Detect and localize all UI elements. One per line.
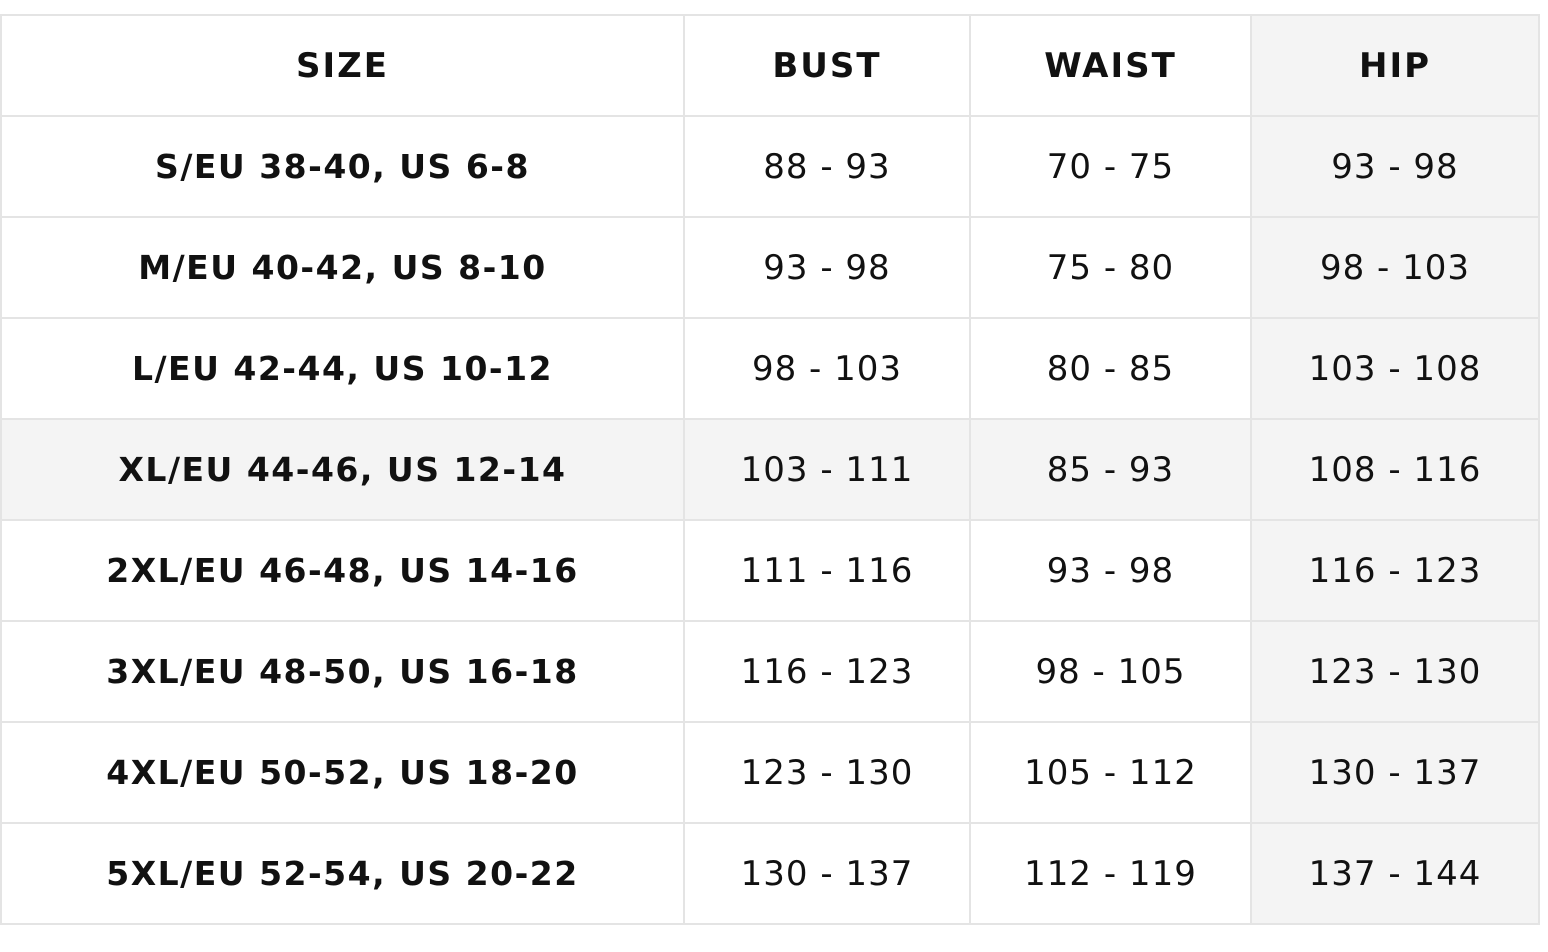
size-chart-table: SIZE BUST WAIST HIP S/EU 38-40, US 6-8 88 - … xyxy=(0,14,1540,925)
table-row: S/EU 38-40, US 6-8 88 - 93 70 - 75 93 - 98 xyxy=(0,115,1540,218)
measurement-cell: 93 - 98 xyxy=(969,519,1252,622)
table-row: 5XL/EU 52-54, US 20-22 130 - 137 112 - 119… xyxy=(0,822,1540,925)
measurement-cell: 103 - 111 xyxy=(683,418,971,521)
size-cell: XL/EU 44-46, US 12-14 xyxy=(0,418,685,521)
measurement-cell: 111 - 116 xyxy=(683,519,971,622)
table-row: 4XL/EU 50-52, US 18-20 123 - 130 105 - 112… xyxy=(0,721,1540,824)
size-cell: 3XL/EU 48-50, US 16-18 xyxy=(0,620,685,723)
table-row: L/EU 42-44, US 10-12 98 - 103 80 - 85 103 -… xyxy=(0,317,1540,420)
measurement-cell: 93 - 98 xyxy=(1250,115,1540,218)
table-header: SIZE BUST WAIST HIP xyxy=(0,14,1540,117)
measurement-cell: 93 - 98 xyxy=(683,216,971,319)
size-cell: M/EU 40-42, US 8-10 xyxy=(0,216,685,319)
measurement-cell: 98 - 103 xyxy=(1250,216,1540,319)
measurement-cell: 112 - 119 xyxy=(969,822,1252,925)
table-row: M/EU 40-42, US 8-10 93 - 98 75 - 80 98 - 10… xyxy=(0,216,1540,319)
measurement-cell: 130 - 137 xyxy=(683,822,971,925)
measurement-cell: 75 - 80 xyxy=(969,216,1252,319)
measurement-cell: 105 - 112 xyxy=(969,721,1252,824)
header-cell: BUST xyxy=(683,14,971,117)
measurement-cell: 137 - 144 xyxy=(1250,822,1540,925)
measurement-cell: 98 - 103 xyxy=(683,317,971,420)
measurement-cell: 123 - 130 xyxy=(683,721,971,824)
measurement-cell: 98 - 105 xyxy=(969,620,1252,723)
measurement-cell: 116 - 123 xyxy=(1250,519,1540,622)
table-row: 2XL/EU 46-48, US 14-16 111 - 116 93 - 98 11… xyxy=(0,519,1540,622)
measurement-cell: 123 - 130 xyxy=(1250,620,1540,723)
measurement-cell: 103 - 108 xyxy=(1250,317,1540,420)
measurement-cell: 116 - 123 xyxy=(683,620,971,723)
measurement-cell: 108 - 116 xyxy=(1250,418,1540,521)
measurement-cell: 70 - 75 xyxy=(969,115,1252,218)
size-cell: 2XL/EU 46-48, US 14-16 xyxy=(0,519,685,622)
table-row: XL/EU 44-46, US 12-14 103 - 111 85 - 93 108… xyxy=(0,418,1540,521)
size-cell: L/EU 42-44, US 10-12 xyxy=(0,317,685,420)
header-row: SIZE BUST WAIST HIP xyxy=(0,14,1540,117)
measurement-cell: 88 - 93 xyxy=(683,115,971,218)
header-cell: WAIST xyxy=(969,14,1252,117)
size-cell: 4XL/EU 50-52, US 18-20 xyxy=(0,721,685,824)
size-cell: 5XL/EU 52-54, US 20-22 xyxy=(0,822,685,925)
table-body: S/EU 38-40, US 6-8 88 - 93 70 - 75 93 - 98 M… xyxy=(0,115,1540,925)
header-cell: HIP xyxy=(1250,14,1540,117)
measurement-cell: 80 - 85 xyxy=(969,317,1252,420)
table-row: 3XL/EU 48-50, US 16-18 116 - 123 98 - 105 1… xyxy=(0,620,1540,723)
header-cell: SIZE xyxy=(0,14,685,117)
size-cell: S/EU 38-40, US 6-8 xyxy=(0,115,685,218)
measurement-cell: 130 - 137 xyxy=(1250,721,1540,824)
measurement-cell: 85 - 93 xyxy=(969,418,1252,521)
